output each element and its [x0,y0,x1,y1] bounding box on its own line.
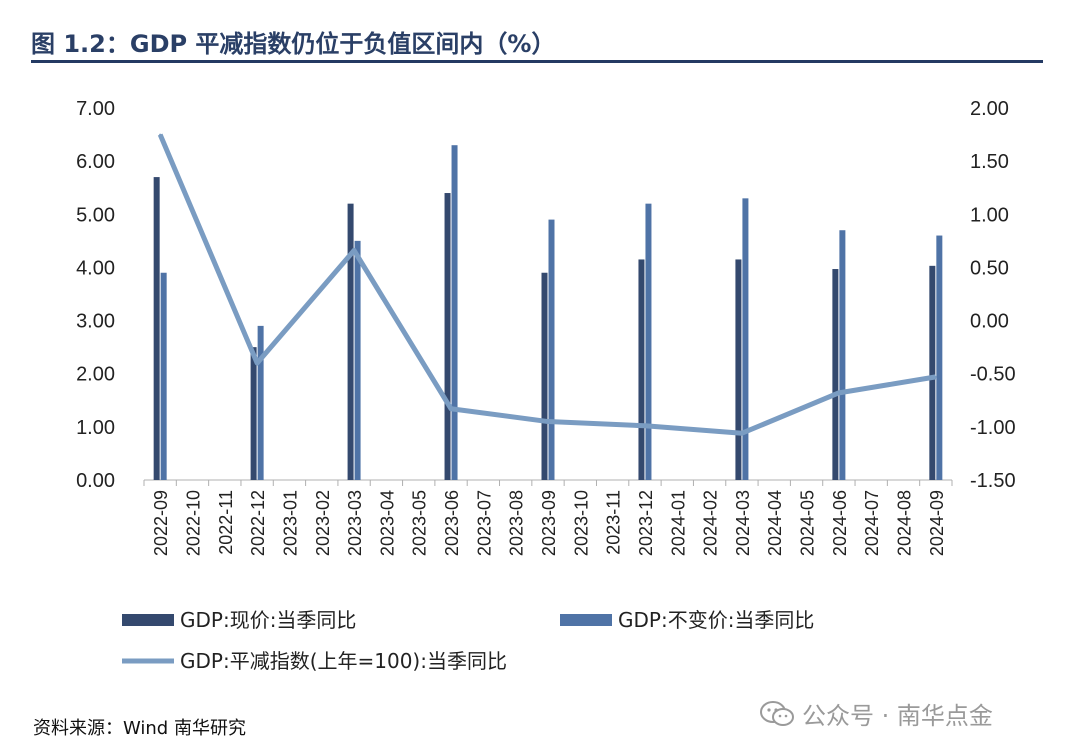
deflator-point [547,420,549,423]
right-axis-tick-label: 0.00 [970,311,1009,333]
x-axis-tick-label: 2023-06 [442,490,462,556]
legend-nominal-label: GDP:现价:当季同比 [180,608,356,632]
right-axis-tick-label: 1.00 [970,204,1009,226]
nominal-gdp-bar [832,269,839,480]
real-gdp-bar [839,230,846,480]
x-axis-tick-label: 2022-11 [216,490,236,555]
nominal-gdp-bar [638,259,645,480]
legend-real-label: GDP:不变价:当季同比 [618,608,814,632]
nominal-gdp-bar [929,265,936,480]
nominal-gdp-bar [444,193,451,480]
real-gdp-bar [451,145,458,480]
x-axis-tick-label: 2024-06 [830,490,850,556]
x-axis-tick-label: 2022-09 [151,490,171,556]
left-axis-tick-label: 0.00 [76,470,115,492]
chart-title: 图 1.2：GDP 平减指数仍位于负值区间内（%） [31,30,556,58]
deflator-point [740,432,743,435]
real-gdp-bar [742,198,749,481]
x-axis-tick-label: 2024-01 [668,490,688,556]
x-axis-tick-label: 2024-04 [765,490,785,556]
x-axis-tick-label: 2023-05 [410,490,430,556]
source-note: 资料来源：Wind 南华研究 [33,718,246,739]
right-axis-tick-label: -1.00 [970,417,1016,439]
nominal-gdp-bar [541,272,548,480]
right-axis-tick-label: 2.00 [970,98,1009,120]
x-axis-tick-label: 2023-10 [571,490,591,556]
x-axis-tick-label: 2024-05 [798,490,818,556]
left-axis-tick-label: 2.00 [76,364,115,386]
nominal-gdp-bar [735,259,742,480]
x-axis-tick-label: 2023-07 [474,490,494,556]
x-axis-tick-label: 2023-12 [636,490,656,556]
deflator-point [450,407,453,410]
deflator-point [353,249,356,252]
nominal-gdp-bar [250,347,257,480]
real-gdp-bar [160,272,167,480]
deflator-point [934,375,937,378]
x-axis-tick-label: 2023-09 [539,490,559,556]
nominal-gdp-bar [153,177,160,481]
x-axis-tick-label: 2024-08 [895,490,915,556]
x-axis-tick-label: 2023-04 [377,490,397,556]
x-axis-tick-label: 2023-08 [507,490,527,556]
left-axis-tick-label: 3.00 [76,311,115,333]
left-axis-tick-label: 5.00 [76,204,115,226]
left-axis-tick-label: 7.00 [76,98,115,120]
legend-deflator-label: GDP:平减指数(上年=100):当季同比 [180,649,507,673]
x-axis-tick-label: 2023-03 [345,490,365,556]
left-axis-tick-label: 1.00 [76,417,115,439]
watermark: 公众号 · 南华点金 [760,696,993,731]
x-axis-tick-label: 2024-07 [862,490,882,556]
real-gdp-bar [257,325,264,480]
real-gdp-bar [936,235,943,480]
right-axis-tick-label: 1.50 [970,151,1009,173]
right-axis-tick-label: -1.50 [970,470,1016,492]
real-gdp-bar [354,240,361,480]
x-axis-tick-label: 2024-02 [701,490,721,556]
x-axis-tick-label: 2022-12 [248,490,268,556]
right-axis-tick-label: -0.50 [970,364,1016,386]
legend-nominal-swatch [122,614,174,626]
x-axis-tick-label: 2023-11 [604,490,624,555]
wechat-icon [760,700,794,726]
x-axis-tick-label: 2023-01 [280,490,300,556]
real-gdp-bar [548,219,555,480]
deflator-point [159,133,162,136]
deflator-point [643,424,646,427]
deflator-point [837,391,840,394]
x-axis-tick-label: 2024-03 [733,490,753,556]
legend-real-swatch [560,614,612,626]
x-axis-tick-label: 2023-02 [313,490,333,556]
right-axis-tick-label: 0.50 [970,257,1009,279]
nominal-gdp-bar [347,203,354,480]
real-gdp-bar [645,203,652,480]
deflator-point [256,362,259,365]
watermark-text: 公众号 · 南华点金 [802,702,993,730]
x-axis-tick-label: 2022-10 [183,490,203,556]
left-axis-tick-label: 4.00 [76,257,115,279]
deflator-line [157,133,937,436]
x-axis-tick-label: 2024-09 [927,490,947,556]
title-divider [31,60,1043,63]
left-axis-tick-label: 6.00 [76,151,115,173]
